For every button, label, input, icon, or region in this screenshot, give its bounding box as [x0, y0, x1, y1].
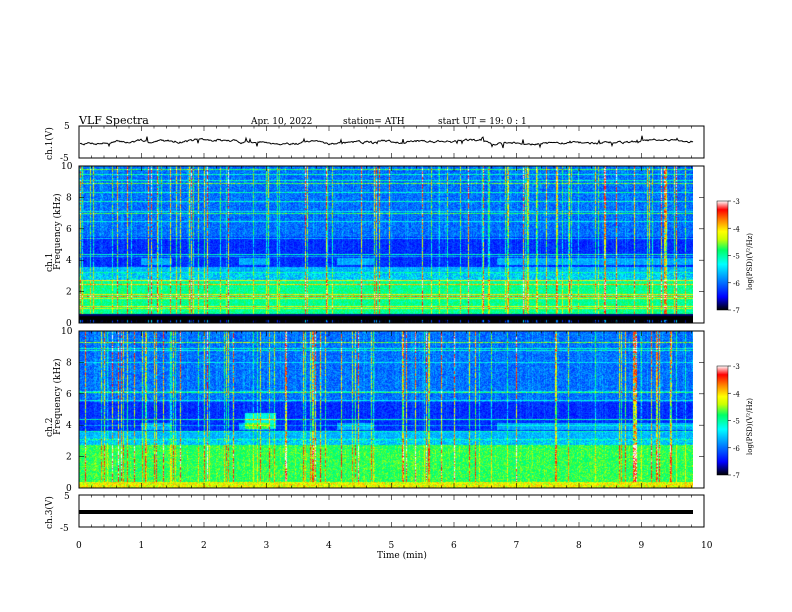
y-tick-label: 0: [66, 319, 72, 329]
ch1-waveform-panel: 5 -5 ch.1(V): [44, 122, 705, 164]
x-tick-label: 2: [201, 541, 207, 551]
colorbar-tick-label: -4: [733, 225, 740, 233]
ch3-ytick-bottom: -5: [60, 524, 69, 534]
y-tick-label: 8: [66, 358, 72, 368]
ch2-freq-label: Frequency (kHz): [52, 358, 63, 435]
x-tick-label: 7: [514, 541, 520, 551]
x-tick-label: 10: [701, 541, 713, 551]
start-time-label: start UT = 19: 0 : 1: [438, 117, 527, 127]
colorbar-tick-label: -5: [733, 418, 740, 426]
ch1-spectrogram-panel: 0 2 4 6 8 10 ch.1 Frequency (kHz): [45, 162, 705, 329]
colorbar-tick-label: -6: [733, 445, 740, 453]
colorbar-tick-label: -4: [733, 390, 740, 398]
ch2-ylabel: ch.2: [45, 418, 55, 437]
y-tick-label: 4: [66, 421, 72, 431]
y-tick-label: 6: [66, 225, 72, 235]
y-tick-label: 8: [66, 193, 72, 203]
ch1-spectrogram-image: [79, 166, 693, 323]
y-tick-label: 10: [61, 327, 73, 337]
ch2-spectrogram-image: [79, 331, 693, 488]
x-axis-label: Time (min): [377, 550, 427, 561]
figure-title: VLF Spectra: [78, 114, 149, 127]
date-label: Apr. 10, 2022: [250, 117, 312, 127]
colorbar-tick-label: -6: [733, 280, 740, 288]
colorbar-tick-label: -5: [733, 253, 740, 261]
y-tick-label: 4: [66, 256, 72, 266]
x-tick-label: 4: [326, 541, 332, 551]
y-tick-label: 6: [66, 390, 72, 400]
ch3-waveform-panel: 5 -5 ch.3(V): [44, 492, 705, 534]
colorbar-1-label: log(PSD)(V²/Hz): [746, 233, 754, 290]
x-axis: 0 1 2 3 4 5 6 7 8 9 10: [76, 541, 713, 551]
y-tick-label: 10: [61, 162, 73, 172]
ch1-trace: [79, 135, 694, 149]
ch1-ylabel: ch.1(V): [44, 127, 55, 160]
x-tick-label: 0: [76, 541, 82, 551]
y-tick-label: 0: [66, 484, 72, 494]
ch1-ytick-top: 5: [64, 122, 70, 132]
ch1-freq-label: Frequency (kHz): [52, 193, 63, 270]
colorbar-2: -3 -4 -5 -6 -7 log(PSD)(V²/Hz): [716, 363, 754, 480]
x-tick-label: 1: [139, 541, 145, 551]
colorbar-tick-label: -3: [733, 198, 740, 206]
ch1-ylabel: ch.1: [45, 253, 55, 272]
x-tick-label: 8: [576, 541, 582, 551]
ch3-ytick-top: 5: [64, 492, 70, 502]
colorbar-tick-label: -7: [733, 307, 740, 315]
x-tick-label: 3: [264, 541, 270, 551]
colorbar-1: -3 -4 -5 -6 -7 log(PSD)(V²/Hz): [716, 198, 754, 315]
y-tick-label: 2: [66, 453, 72, 463]
x-tick-label: 6: [451, 541, 457, 551]
station-label: station= ATH: [343, 117, 405, 127]
ch1-ytick-bottom: -5: [60, 154, 69, 164]
colorbar-tick-label: -7: [733, 472, 740, 480]
colorbar-tick-label: -3: [733, 363, 740, 371]
ch3-ylabel: ch.3(V): [44, 496, 55, 529]
x-tick-label: 5: [389, 541, 395, 551]
x-tick-label: 9: [639, 541, 645, 551]
y-tick-label: 2: [66, 288, 72, 298]
colorbar-2-label: log(PSD)(V²/Hz): [746, 398, 754, 455]
ch2-spectrogram-panel: 0 2 4 6 8 10 ch.2 Frequency (kHz): [45, 327, 705, 494]
